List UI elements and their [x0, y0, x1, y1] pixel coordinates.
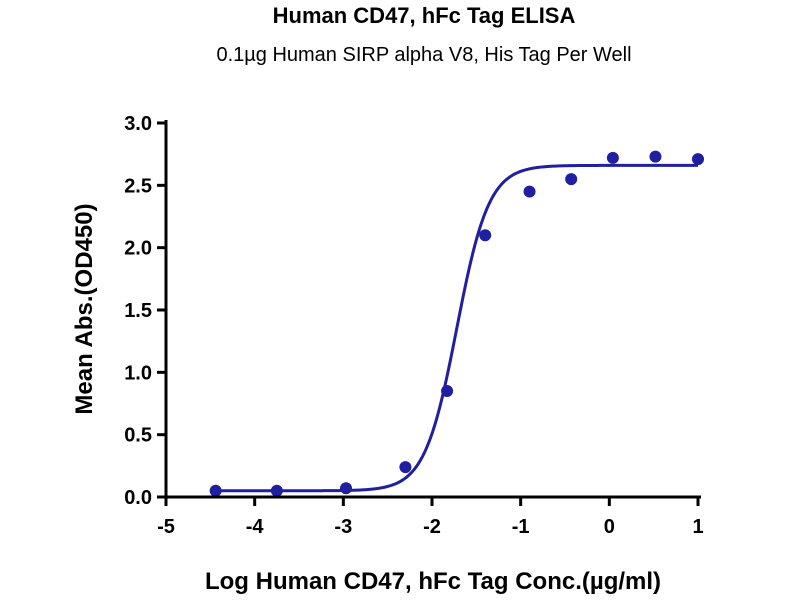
data-point	[339, 482, 352, 495]
data-point	[606, 151, 619, 164]
x-tick-label: 0	[604, 516, 615, 538]
data-point	[399, 461, 412, 474]
chart-subtitle: 0.1µg Human SIRP alpha V8, His Tag Per W…	[216, 44, 631, 66]
plot-area	[209, 150, 704, 497]
x-tick-label: -5	[157, 516, 175, 538]
chart-title: Human CD47, hFc Tag ELISA	[273, 3, 576, 28]
y-tick-label: 1.5	[124, 300, 152, 322]
data-point	[523, 185, 536, 198]
x-axis-label: Log Human CD47, hFc Tag Conc.(µg/ml)	[205, 568, 661, 595]
data-point	[692, 153, 704, 166]
y-tick-label: 0.5	[124, 425, 152, 447]
data-point	[479, 229, 492, 242]
x-tick-label: -1	[512, 516, 530, 538]
x-axis-ticks: -5 -4 -3 -2 -1 0 1	[157, 497, 704, 538]
data-point	[209, 484, 222, 497]
fit-curve	[215, 163, 698, 493]
y-tick-label: 0.0	[124, 487, 152, 509]
x-tick-label: -3	[334, 516, 352, 538]
data-point	[565, 173, 578, 186]
x-tick-label: -4	[246, 516, 265, 538]
y-tick-label: 2.5	[124, 175, 152, 197]
y-axis-ticks: 0.0 0.5 1.0 1.5 2.0 2.5 3.0	[124, 113, 166, 509]
x-tick-label: 1	[692, 516, 703, 538]
x-tick-label: -2	[423, 516, 441, 538]
data-points	[209, 150, 704, 497]
y-tick-label: 1.0	[124, 362, 152, 384]
data-point	[441, 385, 454, 398]
y-axis-label: Mean Abs.(OD450)	[71, 203, 98, 414]
y-tick-label: 2.0	[124, 238, 152, 260]
y-tick-label: 3.0	[124, 113, 152, 135]
data-point	[270, 484, 283, 497]
data-point	[649, 150, 662, 163]
